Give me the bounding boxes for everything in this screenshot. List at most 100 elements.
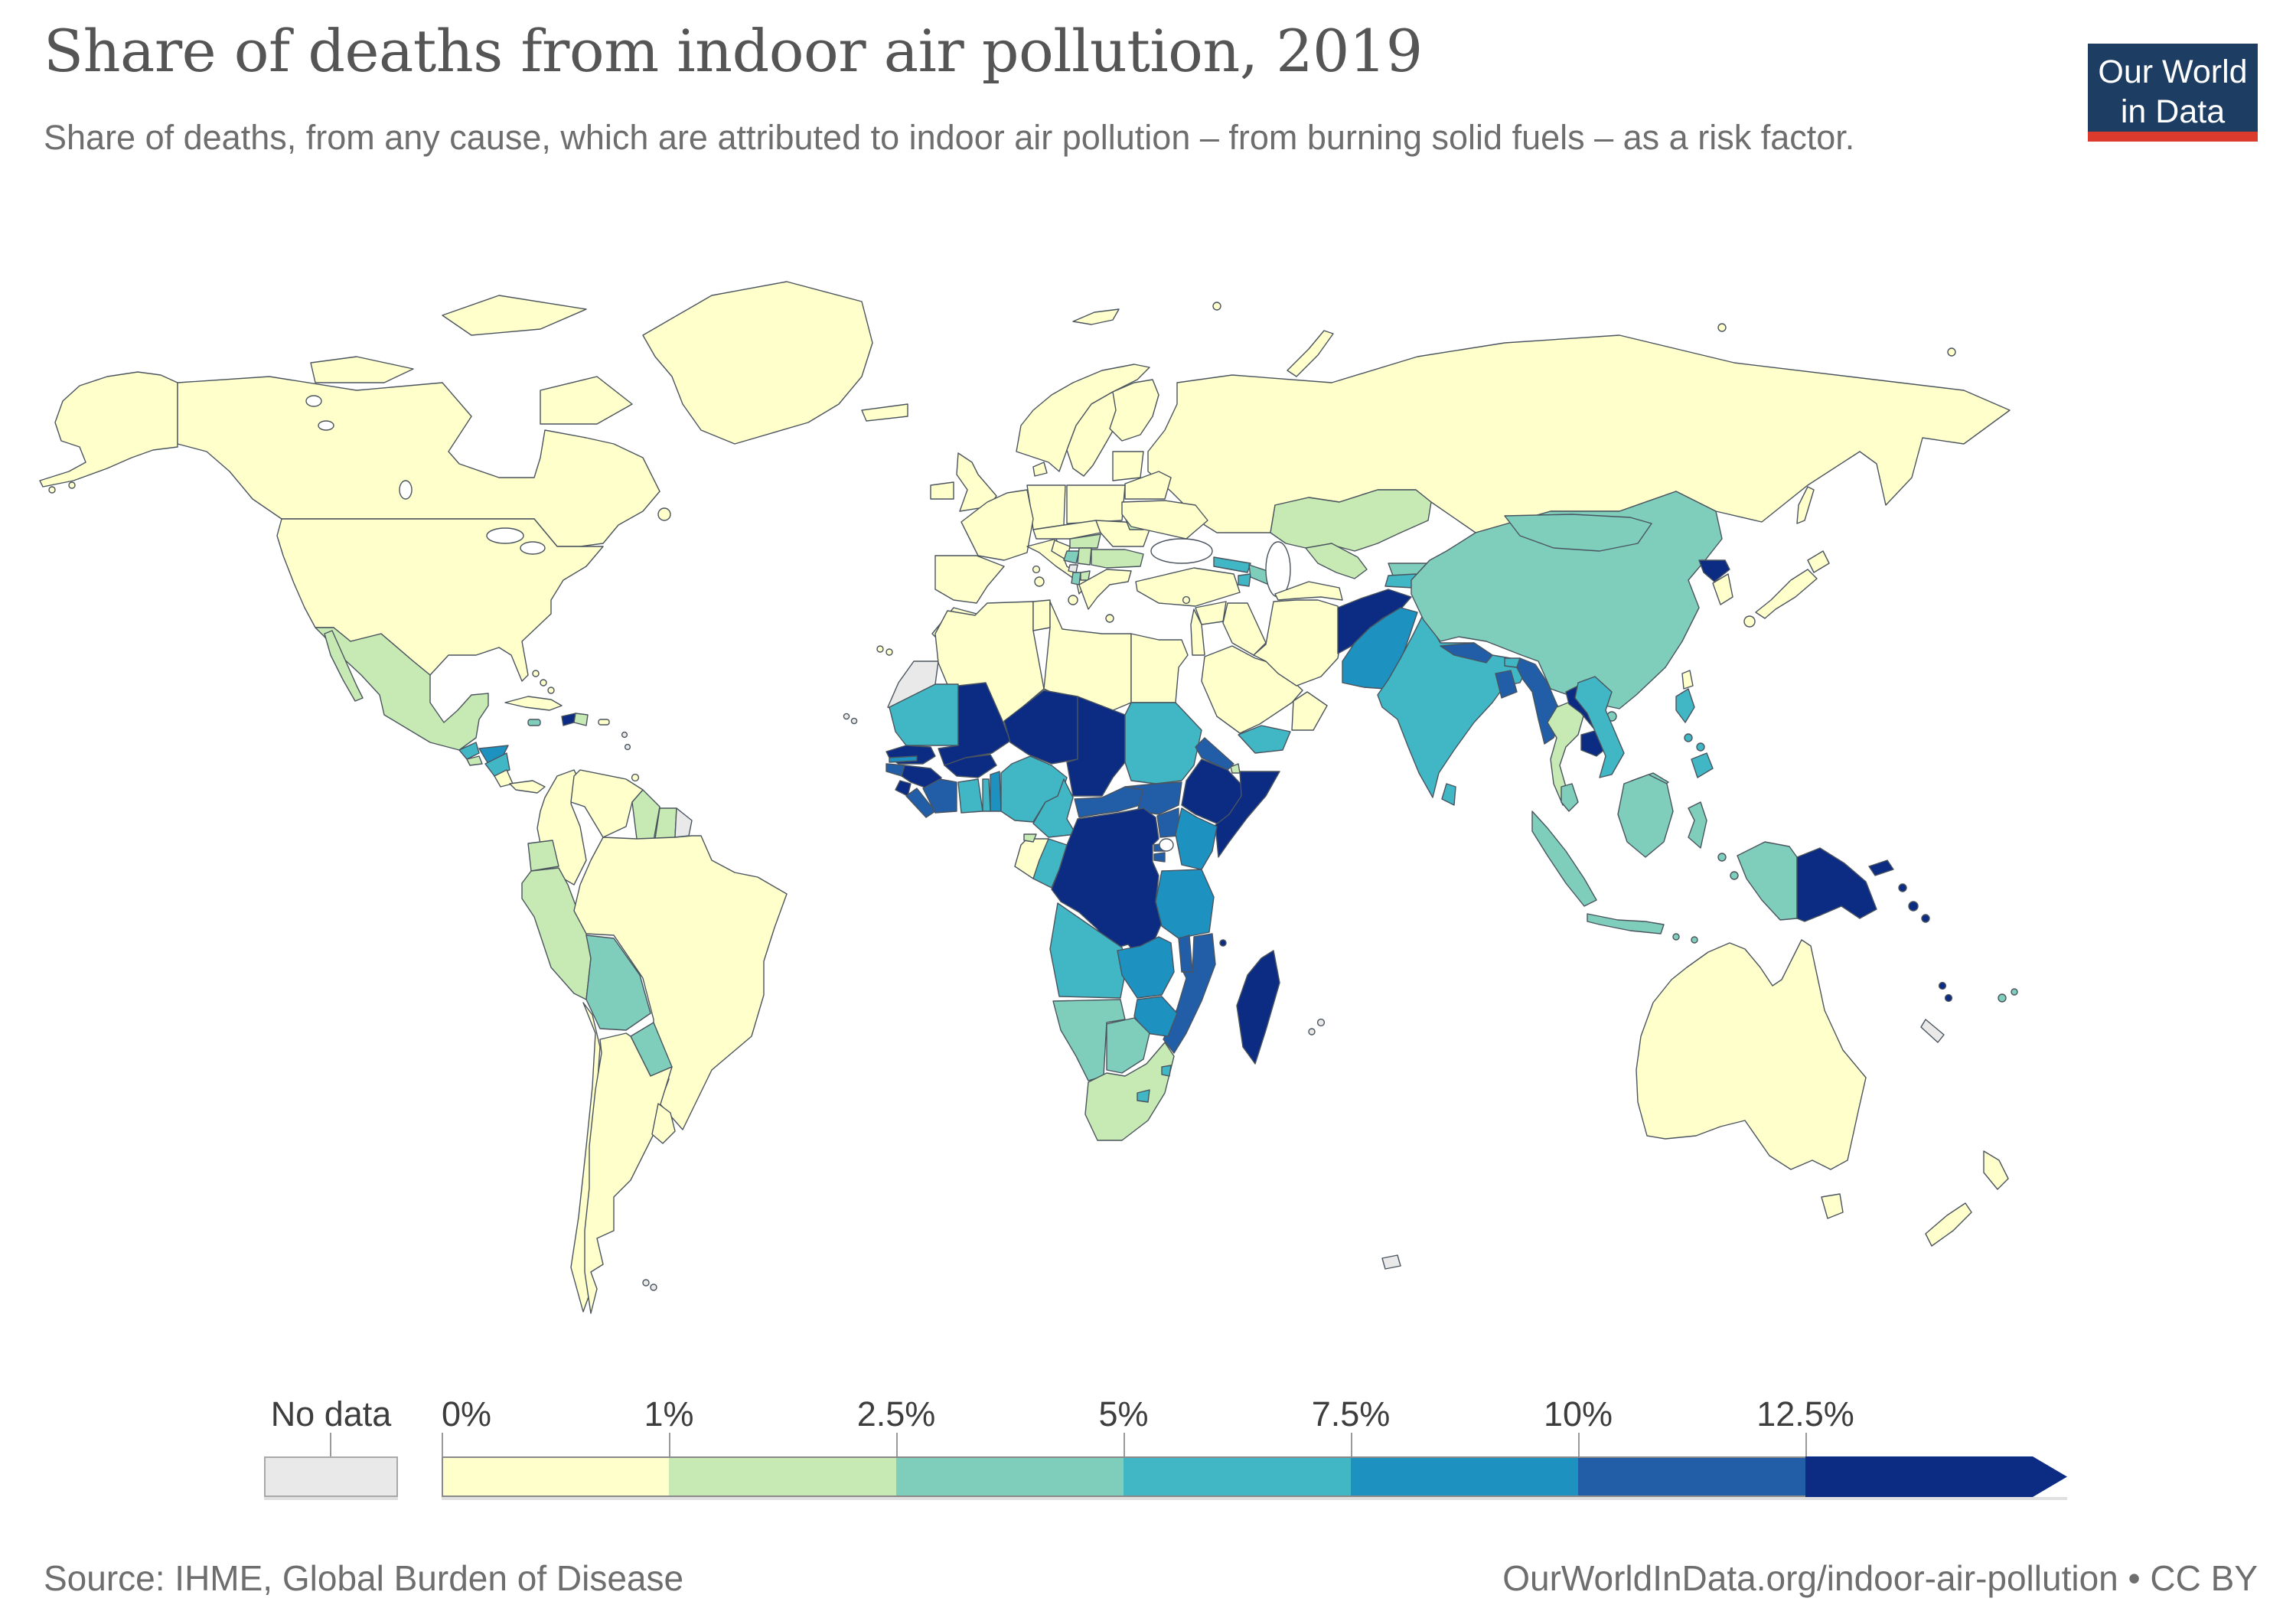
country-gabon[interactable] bbox=[1014, 838, 1049, 879]
country-indonesia-sumatra[interactable] bbox=[1531, 810, 1597, 907]
country-italy-sicily[interactable] bbox=[1068, 595, 1078, 605]
country-nepal[interactable] bbox=[1440, 642, 1493, 664]
country-solomon-islands2[interactable] bbox=[1921, 914, 1930, 923]
country-baltic-states[interactable] bbox=[1112, 451, 1144, 481]
country-poland[interactable] bbox=[1066, 484, 1126, 524]
country-alaska[interactable] bbox=[39, 371, 178, 488]
country-albania[interactable] bbox=[1071, 572, 1081, 585]
legend-bin-0–1%[interactable] bbox=[442, 1456, 669, 1497]
country-nicaragua[interactable] bbox=[484, 752, 510, 777]
country-malaysia[interactable] bbox=[1561, 783, 1579, 812]
country-armenia[interactable] bbox=[1238, 573, 1251, 587]
country-indonesia-papua[interactable] bbox=[1737, 841, 1798, 921]
country-philippines-luzon[interactable] bbox=[1675, 688, 1695, 723]
country-brazil[interactable] bbox=[573, 835, 788, 1130]
country-ukraine[interactable] bbox=[1121, 500, 1208, 540]
legend-bin-1–2.5%[interactable] bbox=[669, 1456, 896, 1497]
country-svalbard[interactable] bbox=[1072, 308, 1120, 325]
country-japan-hokkaido[interactable] bbox=[1807, 550, 1830, 573]
country-georgia[interactable] bbox=[1213, 556, 1251, 573]
legend-bin-2.5–5%[interactable] bbox=[896, 1456, 1124, 1497]
country-falklands[interactable] bbox=[642, 1279, 650, 1287]
country-france[interactable] bbox=[960, 489, 1034, 561]
country-falklands2[interactable] bbox=[650, 1283, 657, 1291]
country-mali[interactable] bbox=[938, 682, 1011, 766]
legend-bin-7.5–10%[interactable] bbox=[1351, 1456, 1578, 1497]
country-russia-novaya-zemlya[interactable] bbox=[1287, 330, 1334, 377]
country-mongolia[interactable] bbox=[1504, 514, 1652, 552]
country-zambia[interactable] bbox=[1117, 936, 1175, 999]
country-cape-verde2[interactable] bbox=[850, 717, 858, 725]
country-argentina[interactable] bbox=[584, 1032, 673, 1314]
country-mauritius[interactable] bbox=[1316, 1018, 1326, 1027]
country-ecuador[interactable] bbox=[527, 840, 559, 872]
country-canada-ellesmere[interactable] bbox=[442, 295, 587, 336]
country-denmark[interactable] bbox=[1032, 462, 1048, 477]
country-puerto-rico[interactable] bbox=[598, 719, 610, 726]
country-south-sudan[interactable] bbox=[1124, 781, 1182, 815]
legend-no-data-swatch[interactable] bbox=[264, 1456, 398, 1497]
country-haiti[interactable] bbox=[561, 713, 576, 726]
country-eswatini[interactable] bbox=[1161, 1065, 1172, 1077]
country-indonesia-moluccas2[interactable] bbox=[1730, 871, 1739, 880]
country-australia[interactable] bbox=[1636, 939, 1867, 1170]
country-benin[interactable] bbox=[990, 771, 1002, 812]
country-cuba[interactable] bbox=[504, 696, 563, 711]
country-philippines-visayas2[interactable] bbox=[1696, 742, 1705, 752]
country-taiwan[interactable] bbox=[1681, 670, 1694, 690]
country-panama[interactable] bbox=[509, 780, 546, 794]
country-kenya[interactable] bbox=[1175, 807, 1218, 870]
country-indonesia-sunda[interactable] bbox=[1672, 933, 1680, 941]
country-botswana[interactable] bbox=[1106, 1017, 1150, 1074]
country-ghana[interactable] bbox=[957, 778, 983, 814]
country-niger[interactable] bbox=[1003, 690, 1078, 765]
country-mexico[interactable] bbox=[315, 627, 489, 751]
country-somalia[interactable] bbox=[1215, 771, 1280, 858]
country-angola[interactable] bbox=[1049, 902, 1127, 999]
country-guatemala[interactable] bbox=[458, 742, 480, 760]
country-vanuatu[interactable] bbox=[1938, 981, 1947, 990]
country-zimbabwe[interactable] bbox=[1133, 996, 1178, 1037]
country-madagascar[interactable] bbox=[1236, 950, 1280, 1065]
country-fiji[interactable] bbox=[1998, 993, 2007, 1003]
country-india[interactable] bbox=[1377, 613, 1530, 798]
country-mozambique[interactable] bbox=[1163, 933, 1216, 1054]
country-kerguelen[interactable] bbox=[1381, 1254, 1401, 1270]
country-trinidad[interactable] bbox=[631, 773, 640, 782]
country-indonesia-moluccas[interactable] bbox=[1717, 853, 1727, 862]
country-bosnia[interactable] bbox=[1063, 550, 1080, 564]
country-france-corsica[interactable] bbox=[1032, 565, 1041, 574]
country-aleutians[interactable] bbox=[48, 486, 56, 494]
country-new-zealand-south[interactable] bbox=[1925, 1202, 1972, 1247]
country-indonesia-sunda2[interactable] bbox=[1691, 936, 1698, 944]
legend-bin->12.5%[interactable] bbox=[1805, 1456, 2067, 1497]
legend-bin-5–7.5%[interactable] bbox=[1124, 1456, 1351, 1497]
country-japan-honshu[interactable] bbox=[1755, 569, 1818, 619]
country-bulgaria[interactable] bbox=[1091, 549, 1144, 569]
country-finland[interactable] bbox=[1109, 379, 1159, 442]
country-jordan[interactable] bbox=[1190, 608, 1205, 656]
country-serbia[interactable] bbox=[1077, 547, 1092, 566]
country-martinique[interactable] bbox=[624, 743, 631, 751]
country-north-korea[interactable] bbox=[1698, 559, 1730, 582]
country-greece[interactable] bbox=[1078, 569, 1132, 610]
country-spain-canary2[interactable] bbox=[885, 648, 893, 656]
country-ireland[interactable] bbox=[930, 481, 954, 500]
country-togo[interactable] bbox=[982, 778, 991, 812]
country-yemen[interactable] bbox=[1238, 725, 1291, 754]
country-new-caledonia[interactable] bbox=[1920, 1019, 1945, 1043]
country-russia[interactable] bbox=[1147, 334, 2011, 533]
country-canada-baffin[interactable] bbox=[540, 376, 633, 425]
country-bahamas[interactable] bbox=[532, 670, 540, 677]
country-gambia[interactable] bbox=[889, 755, 918, 763]
country-lesotho[interactable] bbox=[1137, 1089, 1150, 1103]
country-montenegro[interactable] bbox=[1068, 564, 1078, 573]
country-venezuela[interactable] bbox=[570, 769, 644, 838]
country-cameroon[interactable] bbox=[1032, 778, 1077, 838]
country-turkmenistan[interactable] bbox=[1274, 581, 1343, 601]
country-sudan[interactable] bbox=[1124, 702, 1202, 784]
country-cape-verde[interactable] bbox=[843, 713, 850, 720]
country-chile[interactable] bbox=[570, 1002, 601, 1313]
country-canada-newfoundland[interactable] bbox=[657, 507, 671, 521]
country-united-states[interactable] bbox=[276, 518, 604, 682]
